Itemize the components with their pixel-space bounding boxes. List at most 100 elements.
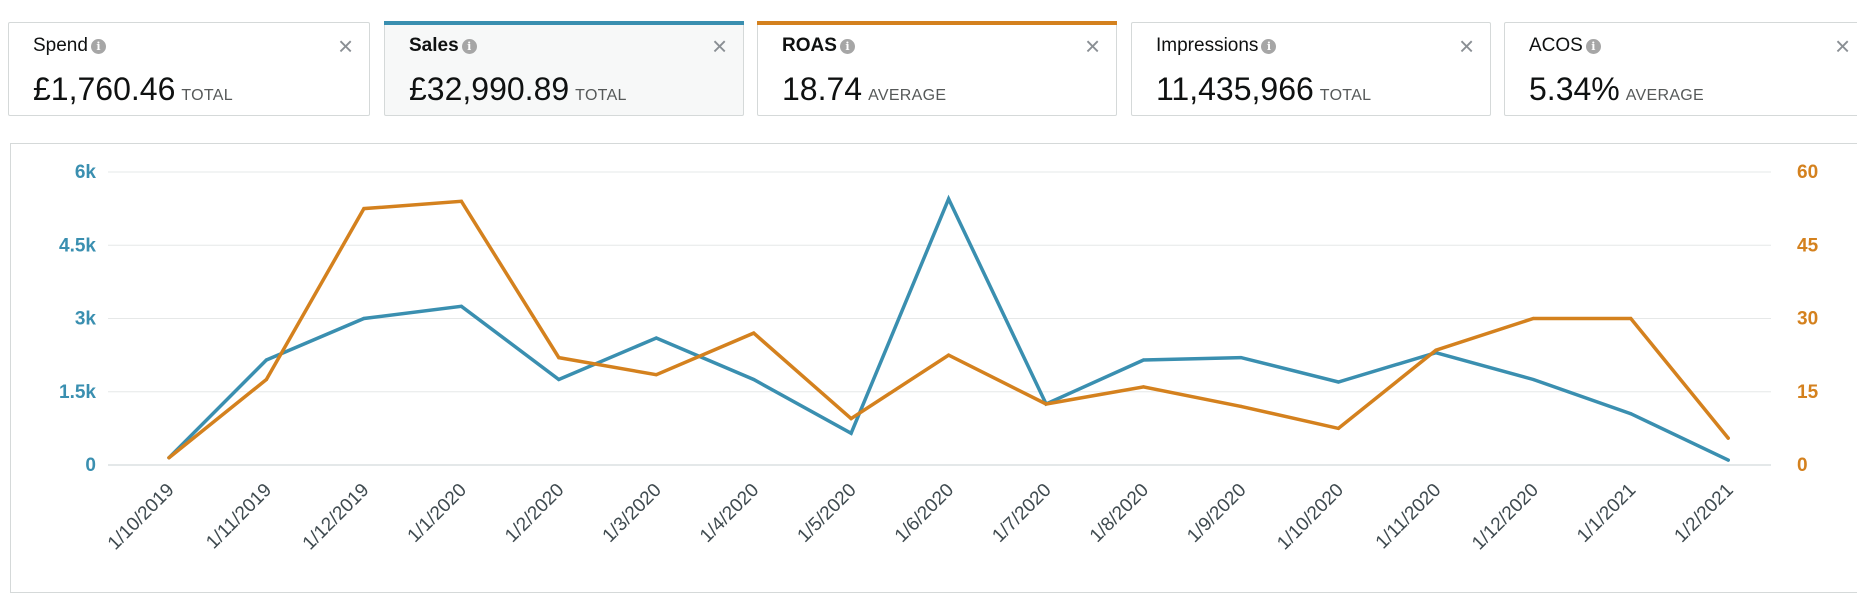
- metric-title-text: ACOS: [1529, 35, 1583, 56]
- metric-value: 5.34% AVERAGE: [1529, 71, 1704, 108]
- data-point-roas: [947, 353, 951, 357]
- metric-title: Spend i: [33, 35, 106, 57]
- x-axis-tick-label: 1/1/2021: [1573, 480, 1640, 547]
- data-point-sales: [1531, 377, 1535, 382]
- data-point-roas: [167, 456, 171, 460]
- close-icon[interactable]: ×: [1835, 31, 1851, 61]
- data-point-roas: [459, 199, 463, 203]
- x-axis-tick-label: 1/5/2020: [794, 480, 861, 547]
- chart-panel: 0 1.5k 3k 4.5k 6k 0 15 30 45 60 1/10/2019 1/11/2019…: [10, 143, 1857, 593]
- metric-title: ROAS i: [782, 35, 855, 57]
- left-axis-tick-label: 0: [85, 455, 96, 476]
- left-axis-tick-label: 4.5k: [59, 235, 96, 256]
- data-point-sales: [1726, 458, 1730, 462]
- data-point-roas: [1141, 385, 1146, 389]
- data-point-sales: [264, 358, 269, 362]
- metric-title-text: Impressions: [1156, 35, 1259, 56]
- data-point-sales: [1239, 355, 1243, 360]
- x-axis-tick-label: 1/1/2020: [404, 480, 471, 547]
- metric-suffix: AVERAGE: [1625, 87, 1705, 104]
- data-point-roas: [1531, 316, 1535, 321]
- data-point-sales: [1629, 412, 1633, 416]
- info-icon[interactable]: i: [839, 39, 855, 54]
- data-point-sales: [557, 377, 561, 382]
- close-icon[interactable]: ×: [338, 31, 354, 61]
- metric-value: 11,435,966 TOTAL: [1156, 71, 1371, 108]
- left-axis-tick-label: 3k: [75, 309, 97, 330]
- data-point-roas: [849, 417, 853, 421]
- right-axis-tick-label: 0: [1797, 455, 1808, 476]
- metric-card-spend[interactable]: Spend i × £1,760.46 TOTAL: [8, 22, 370, 116]
- roas-color-bar: [757, 21, 1117, 25]
- metric-card-acos[interactable]: ACOS i × 5.34% AVERAGE: [1504, 22, 1857, 116]
- data-point-sales: [1141, 358, 1146, 362]
- x-axis-tick-label: 1/4/2020: [696, 480, 763, 547]
- metric-title-text: Spend: [33, 35, 88, 56]
- close-icon[interactable]: ×: [1085, 31, 1101, 61]
- data-point-roas: [752, 331, 756, 335]
- x-axis-tick-label: 1/2/2021: [1671, 480, 1738, 547]
- data-point-sales: [1336, 380, 1340, 384]
- metric-title-text: ROAS: [782, 35, 837, 56]
- metric-card-sales[interactable]: Sales i × £32,990.89 TOTAL: [384, 21, 744, 116]
- metric-suffix: TOTAL: [1319, 87, 1372, 104]
- x-axis-tick-label: 1/10/2019: [104, 480, 179, 555]
- metric-value: £1,760.46 TOTAL: [33, 71, 233, 108]
- left-axis-tick-label: 1.5k: [59, 382, 96, 403]
- data-point-roas: [264, 377, 269, 382]
- data-point-sales: [362, 316, 366, 321]
- info-icon[interactable]: i: [461, 39, 477, 54]
- sales-color-bar: [384, 21, 744, 25]
- info-icon[interactable]: i: [1585, 39, 1601, 54]
- metric-value-text: £1,760.46: [33, 71, 176, 107]
- series-line-roas: [167, 199, 1730, 460]
- right-axis-tick-label: 30: [1797, 309, 1818, 330]
- right-axis-tick-label: 15: [1797, 382, 1819, 403]
- metric-suffix: TOTAL: [575, 87, 627, 104]
- close-icon[interactable]: ×: [1459, 31, 1475, 61]
- x-axis-tick-label: 1/12/2020: [1468, 480, 1543, 555]
- line-chart: 0 1.5k 3k 4.5k 6k 0 15 30 45 60 1/10/2019 1/11/2019…: [59, 162, 1819, 555]
- right-axis-tick-label: 45: [1797, 235, 1819, 256]
- info-icon[interactable]: i: [1261, 39, 1277, 54]
- metric-card-impressions[interactable]: Impressions i × 11,435,966 TOTAL: [1131, 22, 1491, 116]
- x-axis-tick-label: 1/10/2020: [1273, 480, 1348, 555]
- metric-value-text: 18.74: [782, 71, 863, 107]
- data-point-sales: [947, 197, 951, 201]
- metric-card-roas[interactable]: ROAS i × 18.74 AVERAGE: [757, 21, 1117, 116]
- x-axis-tick-label: 1/12/2019: [299, 480, 374, 555]
- data-point-sales: [849, 431, 853, 435]
- metric-suffix: AVERAGE: [868, 87, 947, 104]
- metric-value: 18.74 AVERAGE: [782, 71, 946, 108]
- data-point-sales: [654, 336, 658, 340]
- metric-cards: Spend i × £1,760.46 TOTAL Sales i × £32,990…: [0, 20, 1857, 118]
- data-point-roas: [362, 207, 366, 211]
- x-axis-tick-label: 1/9/2020: [1183, 480, 1250, 547]
- x-axis-tick-label: 1/11/2020: [1372, 480, 1446, 554]
- x-axis-tick-label: 1/2/2020: [501, 480, 568, 547]
- data-point-sales: [459, 304, 463, 308]
- x-axis-tick-label: 1/6/2020: [891, 480, 958, 547]
- data-point-roas: [1336, 426, 1340, 430]
- metric-suffix: TOTAL: [181, 87, 233, 104]
- data-point-roas: [1239, 404, 1243, 408]
- data-point-roas: [1044, 402, 1048, 406]
- data-point-roas: [557, 355, 561, 360]
- metric-value-text: 11,435,966: [1156, 71, 1314, 107]
- data-point-roas: [654, 373, 658, 377]
- x-axis-tick-label: 1/8/2020: [1086, 480, 1153, 547]
- metric-title: Sales i: [409, 35, 477, 57]
- metric-value-text: 5.34%: [1529, 71, 1620, 107]
- right-axis-tick-label: 60: [1797, 162, 1818, 183]
- x-axis-tick-label: 1/7/2020: [988, 480, 1055, 547]
- x-axis-tick-label: 1/11/2019: [202, 480, 276, 554]
- data-point-sales: [752, 377, 756, 382]
- data-point-roas: [1434, 348, 1438, 352]
- metric-value-text: £32,990.89: [409, 71, 570, 107]
- close-icon[interactable]: ×: [712, 31, 728, 61]
- metric-title: ACOS i: [1529, 35, 1601, 57]
- metric-title-text: Sales: [409, 35, 459, 56]
- left-axis-tick-label: 6k: [75, 162, 97, 183]
- data-point-roas: [1726, 436, 1730, 440]
- info-icon[interactable]: i: [90, 39, 106, 54]
